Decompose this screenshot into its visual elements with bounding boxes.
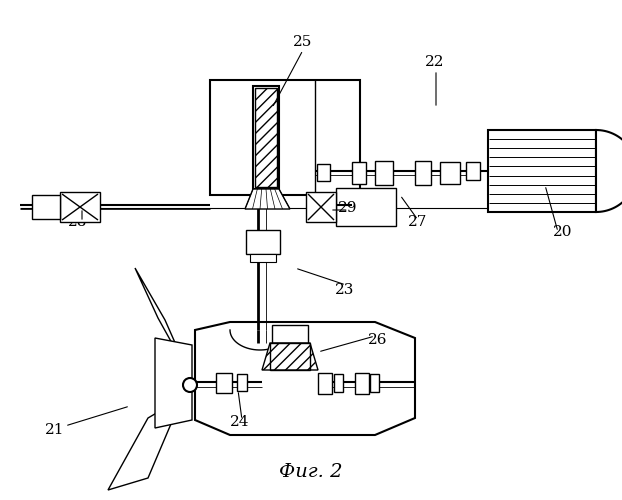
Bar bbox=[246, 230, 280, 254]
Bar bbox=[334, 374, 343, 392]
Polygon shape bbox=[108, 398, 182, 490]
Text: 23: 23 bbox=[335, 283, 355, 297]
Bar bbox=[253, 86, 279, 189]
Polygon shape bbox=[596, 130, 622, 212]
Bar bbox=[60, 192, 100, 222]
Bar bbox=[318, 373, 332, 394]
Bar bbox=[355, 373, 369, 394]
Bar bbox=[466, 162, 480, 180]
Bar bbox=[352, 162, 366, 184]
Bar bbox=[306, 192, 336, 222]
Text: 22: 22 bbox=[425, 55, 445, 69]
Text: 26: 26 bbox=[368, 333, 388, 347]
Bar bbox=[440, 162, 460, 184]
Bar bbox=[32, 195, 60, 219]
Polygon shape bbox=[262, 343, 318, 370]
Text: 24: 24 bbox=[230, 415, 250, 429]
Text: 21: 21 bbox=[45, 423, 65, 437]
Bar bbox=[216, 373, 232, 393]
Polygon shape bbox=[135, 378, 188, 478]
Bar bbox=[237, 374, 247, 391]
Bar bbox=[317, 164, 330, 181]
Text: 20: 20 bbox=[553, 225, 573, 239]
Bar bbox=[375, 161, 393, 185]
Text: 25: 25 bbox=[294, 35, 313, 49]
Bar bbox=[210, 80, 360, 195]
Text: 28: 28 bbox=[68, 215, 88, 229]
Bar bbox=[255, 88, 277, 187]
Bar bbox=[270, 343, 310, 370]
Bar bbox=[250, 254, 276, 262]
Bar bbox=[272, 325, 308, 343]
Bar bbox=[488, 130, 596, 212]
Text: 27: 27 bbox=[408, 215, 428, 229]
Circle shape bbox=[183, 378, 197, 392]
Text: Фиг. 2: Фиг. 2 bbox=[279, 463, 343, 481]
Bar bbox=[336, 188, 396, 226]
Polygon shape bbox=[155, 338, 192, 428]
Bar bbox=[370, 374, 379, 392]
Polygon shape bbox=[245, 189, 290, 209]
Polygon shape bbox=[195, 322, 415, 435]
Polygon shape bbox=[135, 268, 188, 372]
Text: 29: 29 bbox=[338, 201, 358, 215]
Bar bbox=[415, 161, 431, 185]
